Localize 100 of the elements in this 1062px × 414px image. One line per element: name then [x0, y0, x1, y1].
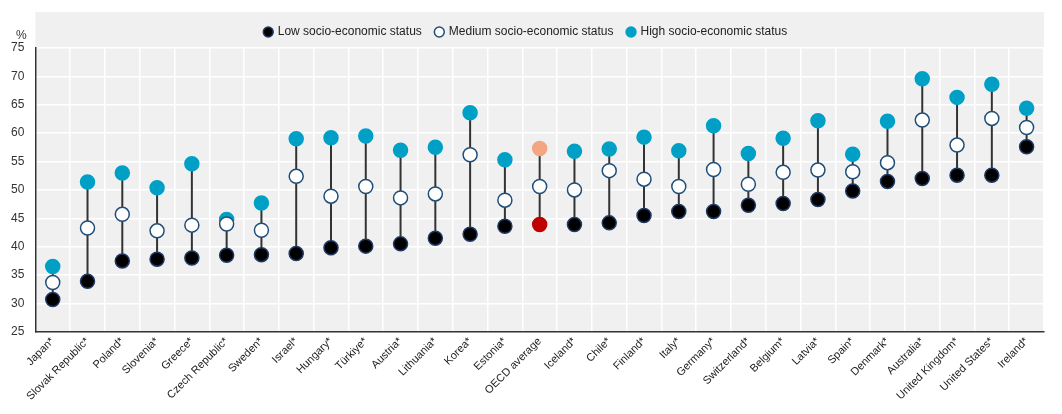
point — [288, 168, 304, 185]
y-tick-label: 55 — [10, 153, 25, 168]
y-tick-label: 45 — [10, 210, 25, 225]
point — [427, 186, 444, 202]
y-tick-label: 35 — [10, 267, 25, 282]
point — [740, 176, 757, 193]
point — [601, 141, 617, 157]
point — [844, 146, 861, 162]
point — [462, 104, 478, 121]
point — [775, 164, 791, 181]
y-tick-label: 60 — [10, 125, 25, 140]
point — [705, 203, 722, 220]
point — [879, 113, 896, 129]
point — [1018, 100, 1035, 116]
point — [218, 247, 235, 263]
point — [149, 179, 165, 196]
point — [949, 167, 965, 183]
legend-label: High socio-economic status — [640, 24, 788, 39]
legend-label: Low socio-economic status — [277, 24, 422, 39]
point — [1018, 139, 1035, 155]
point — [497, 152, 513, 168]
point — [949, 89, 965, 106]
point — [288, 245, 304, 262]
point — [497, 218, 513, 235]
point — [705, 118, 722, 134]
point — [671, 143, 687, 159]
y-tick-label: 30 — [10, 295, 25, 310]
point — [844, 183, 861, 199]
y-tick-label: 75 — [10, 40, 25, 55]
point — [392, 142, 409, 158]
point — [810, 162, 826, 178]
point — [427, 230, 444, 246]
point — [949, 137, 965, 153]
point — [601, 162, 617, 179]
point — [323, 240, 339, 256]
point — [184, 156, 200, 172]
point — [149, 251, 165, 267]
point — [671, 203, 687, 220]
point — [44, 258, 61, 275]
point — [671, 178, 687, 195]
legend-label: Medium socio-economic status — [448, 24, 614, 39]
point — [358, 238, 374, 254]
point — [114, 253, 131, 269]
point — [601, 215, 617, 231]
point — [914, 112, 931, 128]
point — [358, 178, 374, 195]
point — [253, 246, 270, 263]
point — [810, 191, 826, 208]
point — [392, 190, 409, 206]
point — [844, 164, 861, 180]
point — [427, 139, 444, 156]
point — [566, 143, 583, 160]
point — [218, 216, 235, 232]
point — [323, 188, 339, 204]
y-tick-label: 50 — [10, 182, 25, 197]
point — [1018, 119, 1035, 136]
y-tick-label: 25 — [10, 324, 25, 339]
point — [636, 129, 652, 145]
point — [984, 76, 1000, 93]
point — [79, 220, 96, 236]
point — [879, 173, 896, 190]
point — [462, 226, 478, 242]
point — [914, 170, 931, 187]
point — [984, 167, 1000, 183]
point — [288, 131, 304, 147]
point — [531, 140, 548, 157]
point — [566, 216, 583, 233]
point — [879, 154, 896, 171]
y-tick-label: 70 — [10, 68, 25, 83]
point — [462, 146, 478, 163]
point — [636, 171, 652, 187]
point — [497, 192, 513, 208]
point — [184, 250, 200, 266]
point — [984, 110, 1000, 127]
point — [810, 112, 826, 129]
point — [114, 206, 131, 223]
point — [253, 222, 270, 238]
point — [253, 195, 270, 211]
point — [79, 273, 96, 290]
point — [358, 128, 374, 144]
point — [775, 130, 791, 147]
point — [705, 161, 722, 178]
y-tick-label: 40 — [10, 239, 25, 254]
point — [323, 129, 339, 146]
point — [392, 236, 409, 252]
point — [79, 174, 96, 190]
point — [775, 195, 791, 212]
y-axis-title: % — [16, 28, 27, 43]
point — [531, 178, 548, 195]
point — [636, 207, 652, 224]
point — [740, 197, 757, 214]
point — [566, 182, 583, 198]
point — [740, 145, 757, 162]
point — [531, 216, 548, 233]
point — [184, 217, 200, 233]
point — [44, 291, 61, 308]
point — [914, 70, 931, 87]
point — [114, 165, 131, 181]
y-tick-label: 65 — [10, 97, 25, 112]
point — [44, 274, 61, 291]
